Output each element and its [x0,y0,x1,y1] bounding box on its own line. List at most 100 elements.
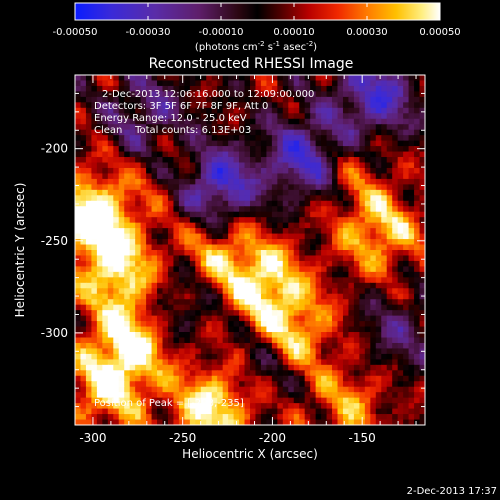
heatmap-cell [260,151,268,158]
heatmap-cell [189,364,196,371]
heatmap-cell [260,239,268,246]
heatmap-cell [397,157,404,164]
heatmap-cell [75,271,82,278]
heatmap-cell [337,217,344,224]
heatmap-cell [135,129,142,136]
heatmap-cell [353,250,360,257]
heatmap-cell [397,370,404,377]
heatmap-cell [162,375,169,382]
heatmap-cell [337,222,344,229]
heatmap-cell [80,129,87,136]
heatmap-cell [321,414,328,421]
heatmap-cell [80,277,87,284]
heatmap-cell [135,414,142,421]
heatmap-cell [228,167,235,175]
heatmap-cell [277,348,284,355]
heatmap-cell [140,250,147,257]
heatmap-cell [75,102,82,109]
heatmap-cell [173,118,180,125]
heatmap-cell [381,299,388,306]
heatmap-cell [277,129,284,136]
heatmap-cell [310,342,317,350]
heatmap-cell [75,299,82,306]
heatmap-cell [310,167,317,175]
heatmap-cell [250,239,257,246]
heatmap-cell [113,353,120,360]
heatmap-cell [184,206,191,213]
heatmap-cell [118,173,125,180]
heatmap-cell [217,408,224,415]
heatmap-cell [342,91,350,98]
heatmap-cell [162,321,169,328]
heatmap-cell [151,206,158,213]
heatmap-cell [364,293,371,300]
heatmap-cell [359,342,366,350]
heatmap-cell [244,342,251,350]
heatmap-cell [118,217,125,224]
heatmap-cell [337,244,344,251]
heatmap-cell [288,419,295,425]
heatmap-cell [124,157,131,164]
heatmap-cell [162,370,169,377]
heatmap-cell [342,80,350,87]
heatmap-cell [260,96,268,103]
heatmap-cell [140,228,147,235]
heatmap-cell [266,260,273,268]
heatmap-cell [315,375,322,382]
heatmap-cell [255,315,262,322]
heatmap-cell [195,146,202,153]
heatmap-cell [271,332,278,339]
heatmap-cell [189,282,196,289]
heatmap-cell [102,162,109,169]
heatmap-cell [414,200,421,207]
heatmap-cell [386,211,393,218]
heatmap-cell [140,124,147,131]
heatmap-cell [255,326,262,333]
heatmap-cell [315,282,322,289]
heatmap-cell [403,370,410,377]
heatmap-cell [414,260,421,268]
heatmap-cell [370,386,377,393]
heatmap-cell [233,250,240,257]
heatmap-cell [419,293,425,300]
heatmap-cell [304,419,311,425]
heatmap-cell [113,113,120,120]
heatmap-cell [386,233,393,240]
heatmap-cell [80,162,87,169]
heatmap-cell [403,239,410,246]
heatmap-cell [140,381,147,388]
heatmap-cell [293,102,300,109]
heatmap-cell [80,140,87,147]
heatmap-cell [392,337,399,344]
heatmap-cell [124,151,131,158]
heatmap-cell [381,206,388,213]
heatmap-cell [414,85,421,93]
heatmap-cell [288,200,295,207]
heatmap-cell [359,211,366,218]
heatmap-cell [200,146,207,153]
heatmap-cell [414,348,421,355]
heatmap-cell [107,342,114,350]
heatmap-cell [381,310,388,317]
heatmap-cell [375,277,382,284]
heatmap-cell [315,162,322,169]
heatmap-cell [91,124,98,131]
heatmap-cell [173,392,180,399]
heatmap-cell [277,321,284,328]
heatmap-cell [167,353,175,360]
heatmap-cell [91,304,98,311]
heatmap-cell [162,348,169,355]
heatmap-cell [107,299,114,306]
heatmap-cell [244,282,251,289]
heatmap-cell [85,337,93,344]
heatmap-cell [342,162,350,169]
heatmap-cell [118,211,125,218]
heatmap-cell [419,135,425,142]
heatmap-cell [167,348,175,355]
heatmap-cell [337,310,344,317]
heatmap-cell [282,233,289,240]
heatmap-cell [189,337,196,344]
heatmap-cell [211,348,218,355]
heatmap-cell [135,124,142,131]
heatmap-cell [266,228,273,235]
